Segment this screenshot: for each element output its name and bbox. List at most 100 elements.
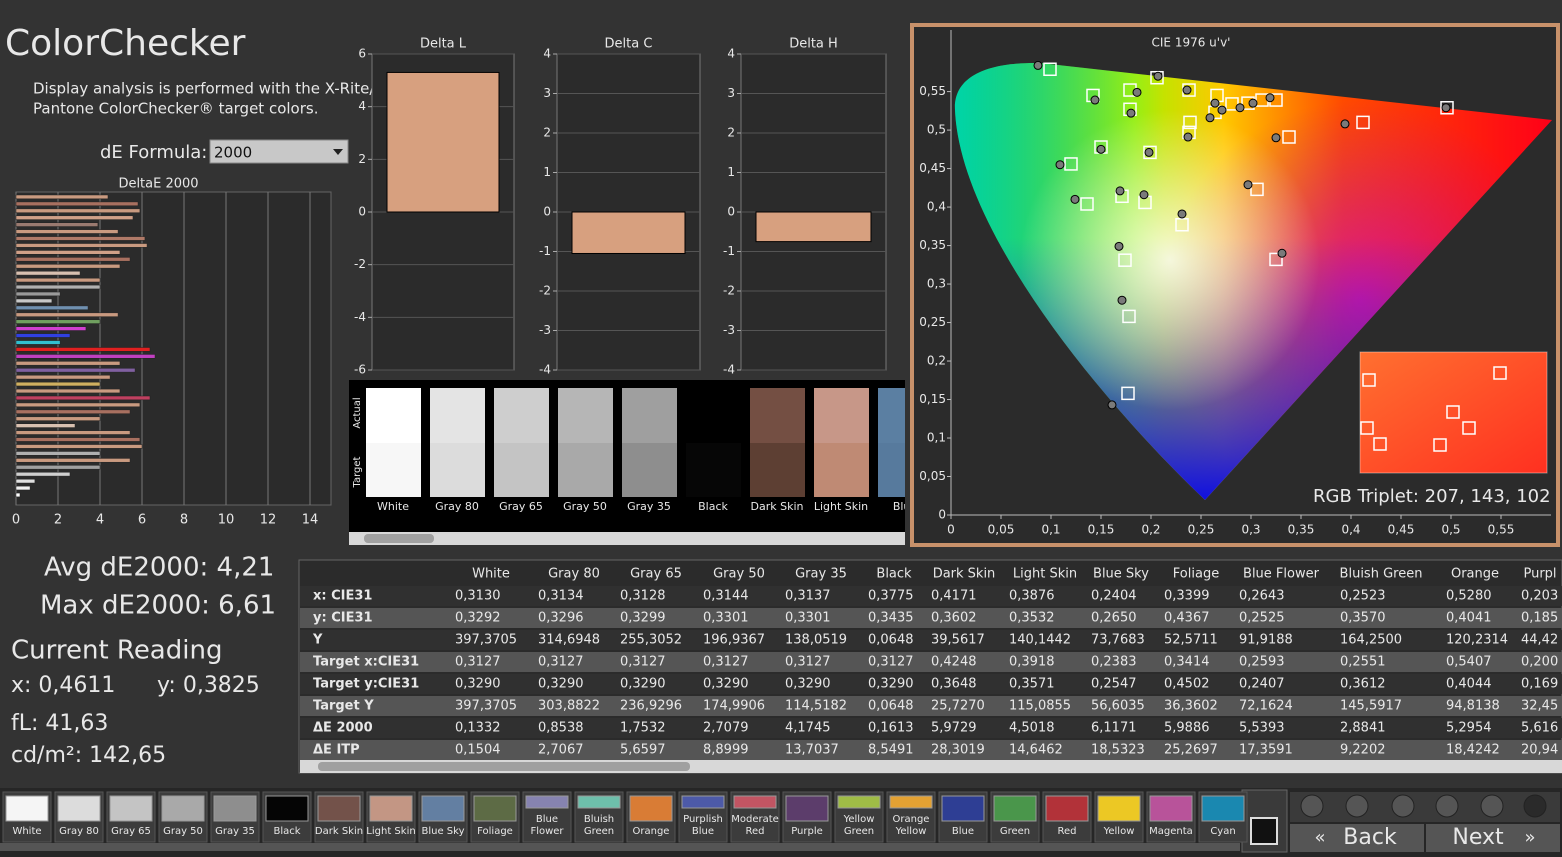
tile-label[interactable]: Cyan (1210, 826, 1235, 837)
tile-label[interactable]: Orange Yellow (893, 814, 930, 837)
palette-tile[interactable]: Gray 65 (106, 791, 156, 843)
select-box[interactable] (209, 139, 349, 164)
formula-select[interactable]: 2000 (209, 139, 349, 164)
tile-label[interactable]: Blue (952, 826, 974, 837)
tile-color[interactable] (993, 795, 1037, 822)
tile-label[interactable]: Bluish Green (584, 814, 614, 837)
tile-color[interactable] (1097, 795, 1141, 822)
tile-label[interactable]: Moderate Red (731, 814, 779, 837)
tile-color[interactable] (265, 795, 309, 822)
next-label[interactable]: Next (1452, 825, 1504, 850)
tile-color[interactable] (785, 795, 829, 822)
tile-label[interactable]: Foliage (477, 826, 513, 837)
tile-color[interactable] (317, 795, 361, 822)
tile-color[interactable] (1201, 795, 1245, 822)
tile-color[interactable] (629, 795, 673, 822)
palette-tile[interactable]: Red (1042, 791, 1092, 843)
palette-tile[interactable]: Cyan (1198, 791, 1248, 843)
next-icon[interactable]: » (1524, 827, 1535, 848)
palette-tile[interactable]: White (2, 791, 52, 843)
tile-color[interactable] (57, 795, 101, 822)
palette-tile[interactable]: Orange (626, 791, 676, 843)
palette-tile[interactable]: Blue Sky (418, 791, 468, 843)
select-arrow[interactable] (333, 149, 343, 155)
tile-color[interactable] (889, 795, 933, 809)
scroll-thumb[interactable] (364, 534, 434, 543)
tile-label[interactable]: Dark Skin (315, 826, 363, 837)
palette-tile[interactable]: Magenta (1146, 791, 1196, 843)
tile-label[interactable]: Red (1058, 826, 1077, 837)
back-label[interactable]: Back (1343, 825, 1397, 850)
palette-tile[interactable]: Green (990, 791, 1040, 843)
refresh-button[interactable] (1480, 794, 1504, 818)
strip-scrollbar[interactable] (349, 532, 905, 545)
tile-color[interactable] (109, 795, 153, 822)
tile-label[interactable]: Gray 50 (163, 826, 203, 837)
tile-color[interactable] (525, 795, 569, 809)
palette-tile[interactable]: Black (262, 791, 312, 843)
tile-color[interactable] (941, 795, 985, 822)
palette-tile[interactable]: Gray 50 (158, 791, 208, 843)
tile-color[interactable] (577, 795, 621, 809)
inset-markers (1360, 366, 1507, 452)
palette-tile[interactable]: Yellow Green (834, 791, 884, 843)
tile-label[interactable]: Yellow (1103, 826, 1135, 837)
tile-label[interactable]: White (12, 826, 41, 837)
tile-label[interactable]: Blue Flower (530, 814, 564, 837)
scroll-track[interactable] (349, 532, 905, 545)
palette-tile[interactable]: Light Skin (366, 791, 416, 843)
tile-color[interactable] (1149, 795, 1193, 822)
settings-button[interactable] (1523, 794, 1547, 818)
palette-tile[interactable]: Blue (938, 791, 988, 843)
play-button[interactable] (1345, 794, 1369, 818)
actual-marker (1271, 133, 1281, 143)
palette-tile[interactable]: Orange Yellow (886, 791, 936, 843)
tile-label[interactable]: Blue Sky (421, 826, 464, 837)
tile-label[interactable]: Yellow Green (843, 814, 875, 837)
tile-color[interactable] (369, 795, 413, 822)
palette-tile[interactable]: Gray 80 (54, 791, 104, 843)
tile-color[interactable] (5, 795, 49, 822)
tile-label[interactable]: Green (1000, 826, 1030, 837)
table-cell: 4,1745 (785, 721, 831, 736)
back-button[interactable] (1290, 824, 1424, 852)
tile-label[interactable]: Purple (791, 826, 823, 837)
palette-tile[interactable]: Purplish Blue (678, 791, 728, 843)
palette-tile[interactable]: Purple (782, 791, 832, 843)
tile-label[interactable]: Magenta (1149, 826, 1193, 837)
tile-label[interactable]: Orange (633, 826, 670, 837)
next-button[interactable] (1426, 824, 1560, 852)
measure-button[interactable] (1391, 794, 1415, 818)
record-button[interactable] (1300, 794, 1324, 818)
palette-tile[interactable]: Blue Flower (522, 791, 572, 843)
table-scrollbar[interactable] (300, 760, 1562, 773)
palette-tile[interactable]: Foliage (470, 791, 520, 843)
palette-tile[interactable]: Dark Skin (314, 791, 364, 843)
palette-scrollbar[interactable] (0, 843, 1240, 851)
tile-color[interactable] (161, 795, 205, 822)
tile-label[interactable]: Purplish Blue (683, 814, 723, 837)
palette-tile[interactable]: Bluish Green (574, 791, 624, 843)
tile-color[interactable] (473, 795, 517, 822)
tile-label[interactable]: Gray 65 (111, 826, 151, 837)
swatch-label: Gray 50 (563, 500, 607, 513)
tile-color[interactable] (421, 795, 465, 822)
tile-label[interactable]: Black (273, 826, 300, 837)
back-icon[interactable]: « (1314, 827, 1325, 848)
tile-label[interactable]: Gray 35 (215, 826, 255, 837)
palette-tile[interactable]: Gray 35 (210, 791, 260, 843)
scroll-thumb[interactable] (318, 762, 690, 771)
tile-color[interactable] (1045, 795, 1089, 822)
loop-button[interactable] (1435, 794, 1459, 818)
tile-label[interactable]: Gray 80 (59, 826, 99, 837)
table-cell: 36,3602 (1164, 699, 1218, 714)
stop-button[interactable] (1250, 817, 1278, 845)
tile-color[interactable] (837, 795, 881, 809)
tile-color[interactable] (681, 795, 725, 809)
tile-label[interactable]: Light Skin (366, 826, 415, 837)
select-value[interactable]: 2000 (214, 144, 252, 162)
tile-color[interactable] (213, 795, 257, 822)
tile-color[interactable] (733, 795, 777, 809)
palette-tile[interactable]: Yellow (1094, 791, 1144, 843)
palette-tile[interactable]: Moderate Red (730, 791, 780, 843)
